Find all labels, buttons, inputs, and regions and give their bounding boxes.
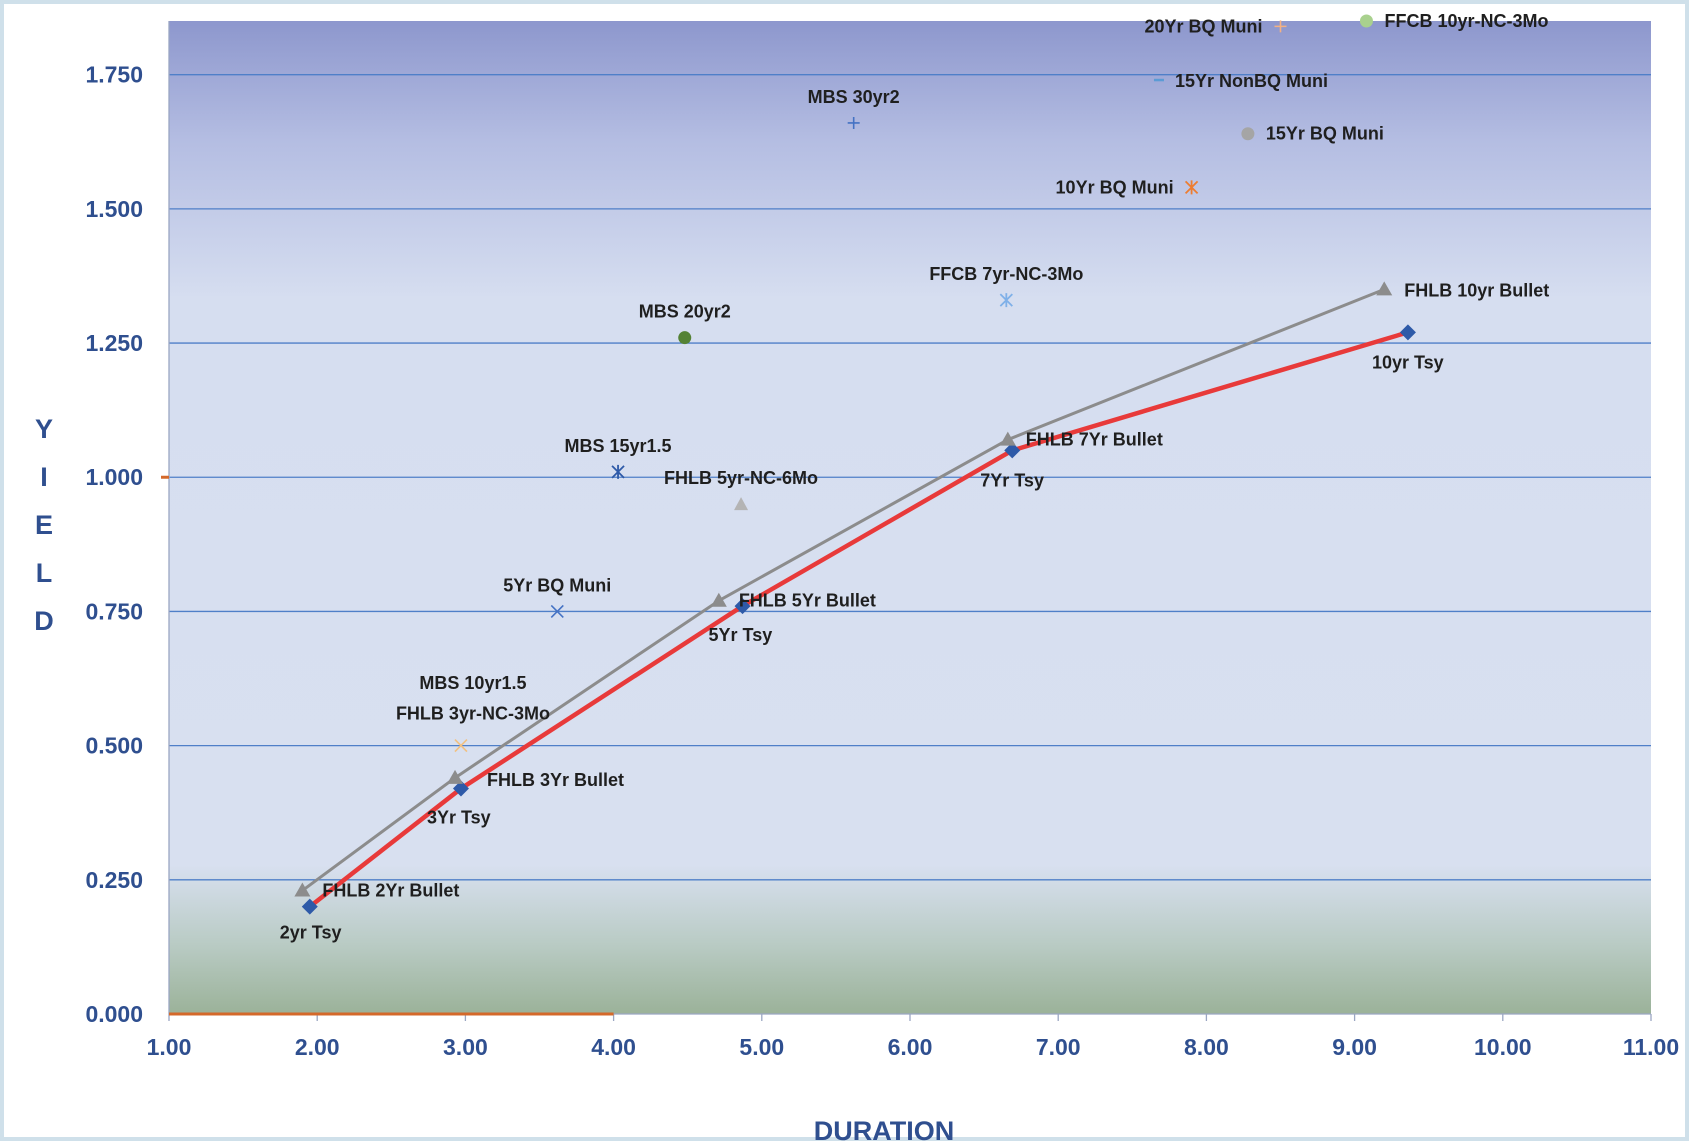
y-axis-title-letter: L xyxy=(36,558,53,588)
diamond-marker xyxy=(452,780,469,797)
point-label: 10Yr BQ Muni xyxy=(1056,177,1174,197)
point-label: FHLB 5Yr Bullet xyxy=(739,591,876,611)
x-tick-label: 9.00 xyxy=(1332,1034,1377,1060)
data-markers xyxy=(294,14,1416,915)
x-tick-label: 6.00 xyxy=(888,1034,933,1060)
diamond-marker xyxy=(734,598,751,615)
asterisk-marker xyxy=(999,293,1013,308)
point-label: 20Yr BQ Muni xyxy=(1144,16,1262,36)
x-axis-title: DURATION xyxy=(814,1116,954,1145)
x-tick-label: 8.00 xyxy=(1184,1034,1229,1060)
axes: 0.000 0.250 0.500 0.750 1.000 1.250 1.500 1.750… xyxy=(85,21,1679,1060)
point-label: 15Yr BQ Muni xyxy=(1266,124,1384,144)
y-tick-label: 0.250 xyxy=(85,867,143,893)
x-tick-label: 3.00 xyxy=(443,1034,488,1060)
point-label: FFCB 10yr-NC-3Mo xyxy=(1384,11,1548,31)
asterisk-marker xyxy=(611,464,625,479)
x-tick-label: 5.00 xyxy=(739,1034,784,1060)
point-label: FFCB 7yr-NC-3Mo xyxy=(929,264,1083,284)
point-label: FHLB 3yr-NC-3Mo xyxy=(396,704,550,724)
x-tick-label: 7.00 xyxy=(1036,1034,1081,1060)
y-tick-label: 0.750 xyxy=(85,598,143,624)
x-tick-label: 2.00 xyxy=(295,1034,340,1060)
diamond-marker xyxy=(1399,324,1416,341)
point-label: MBS 15yr1.5 xyxy=(565,436,672,456)
y-axis-title-letter: Y xyxy=(35,414,53,444)
triangle-marker xyxy=(447,769,464,784)
point-label: FHLB 7Yr Bullet xyxy=(1026,430,1163,450)
point-label: 3Yr Tsy xyxy=(427,808,491,828)
circle-marker xyxy=(1241,127,1255,141)
y-tick-label: 1.000 xyxy=(85,464,143,490)
x-tick-label: 10.00 xyxy=(1474,1034,1532,1060)
x-tick-label: 11.00 xyxy=(1623,1034,1679,1060)
triangle-marker xyxy=(999,431,1016,446)
asterisk-marker xyxy=(1184,180,1199,195)
point-label: FHLB 5yr-NC-6Mo xyxy=(664,468,818,488)
triangle-marker xyxy=(294,882,311,897)
x-marker xyxy=(454,739,468,753)
point-label: MBS 20yr2 xyxy=(639,302,731,322)
y-axis-title-letter: I xyxy=(40,462,48,492)
triangle-marker xyxy=(734,497,749,511)
x-marker xyxy=(550,604,564,618)
gridlines xyxy=(169,74,1651,881)
point-label: 10yr Tsy xyxy=(1372,352,1444,372)
point-label: 5Yr BQ Muni xyxy=(503,575,611,595)
y-tick-label: 1.500 xyxy=(85,196,143,222)
circle-marker xyxy=(678,331,692,345)
circle-marker xyxy=(1359,14,1373,28)
duration-yield-chart: 0.000 0.250 0.500 0.750 1.000 1.250 1.500 1.750… xyxy=(34,11,1679,1145)
x-tick-label: 4.00 xyxy=(591,1034,636,1060)
triangle-marker xyxy=(1376,281,1393,296)
y-tick-label: 1.750 xyxy=(85,62,143,88)
point-label: FHLB 2Yr Bullet xyxy=(322,881,459,901)
diamond-marker xyxy=(301,898,318,915)
point-label: FHLB 3Yr Bullet xyxy=(487,770,624,790)
y-axis-title-letter: E xyxy=(35,510,53,540)
diamond-marker xyxy=(1004,442,1021,459)
plus-marker xyxy=(1274,20,1287,33)
plus-marker xyxy=(847,116,860,129)
y-tick-label: 1.250 xyxy=(85,330,143,356)
point-label: 7Yr Tsy xyxy=(980,470,1044,490)
point-label: 15Yr NonBQ Muni xyxy=(1175,71,1328,91)
point-label: MBS 30yr2 xyxy=(808,87,900,107)
y-axis-title-letter: D xyxy=(34,606,54,636)
x-tick-label: 1.00 xyxy=(147,1034,192,1060)
y-tick-label: 0.500 xyxy=(85,733,143,759)
point-label: FHLB 10yr Bullet xyxy=(1404,280,1549,300)
triangle-marker xyxy=(710,592,727,607)
point-label: 5Yr Tsy xyxy=(709,625,773,645)
point-label: MBS 10yr1.5 xyxy=(419,673,526,693)
plot-area xyxy=(169,21,1651,1014)
point-label: 2yr Tsy xyxy=(280,923,342,943)
y-tick-label: 0.000 xyxy=(85,1001,143,1027)
point-labels: 2yr Tsy 3Yr Tsy 5Yr Tsy 7Yr Tsy 10yr Tsy FHLB… xyxy=(280,11,1549,943)
